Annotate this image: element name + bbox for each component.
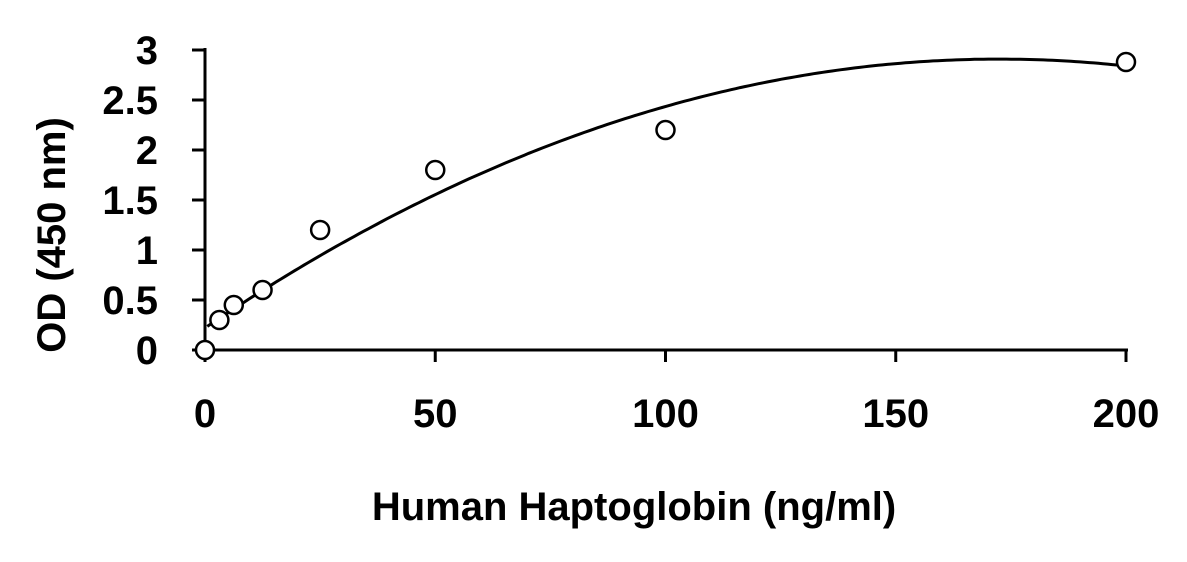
x-tick-label: 0: [194, 392, 216, 436]
data-point: [655, 119, 676, 141]
y-tick-label: 2.5: [102, 79, 158, 123]
data-points: [194, 51, 1137, 361]
x-tick-label: 150: [862, 392, 929, 436]
y-tick-label: 1.5: [102, 179, 158, 223]
data-point: [309, 219, 331, 241]
x-tick-label: 200: [1093, 392, 1160, 436]
x-tick-label: 100: [632, 392, 699, 436]
data-point: [425, 159, 446, 181]
y-axis-title: OD (450 nm): [30, 117, 74, 353]
y-tick-label: 3: [136, 29, 158, 73]
y-tick-label: 0: [136, 329, 158, 373]
data-point: [194, 339, 216, 361]
y-tick-label: 1: [136, 229, 158, 273]
y-axis-ticks: 0 0.5 1 1.5 2 2.5 3: [102, 29, 205, 373]
data-point: [209, 309, 230, 331]
x-axis-ticks: 0 50 100 150 200: [194, 350, 1160, 436]
y-tick-label: 0.5: [102, 279, 158, 323]
data-point: [223, 294, 245, 316]
data-point: [252, 279, 273, 301]
trendline: [206, 57, 1127, 328]
y-tick-label: 2: [136, 129, 158, 173]
x-tick-label: 50: [413, 392, 458, 436]
data-point: [1115, 51, 1137, 73]
x-axis-title: Human Haptoglobin (ng/ml): [372, 485, 896, 529]
axes: [203, 48, 1128, 352]
